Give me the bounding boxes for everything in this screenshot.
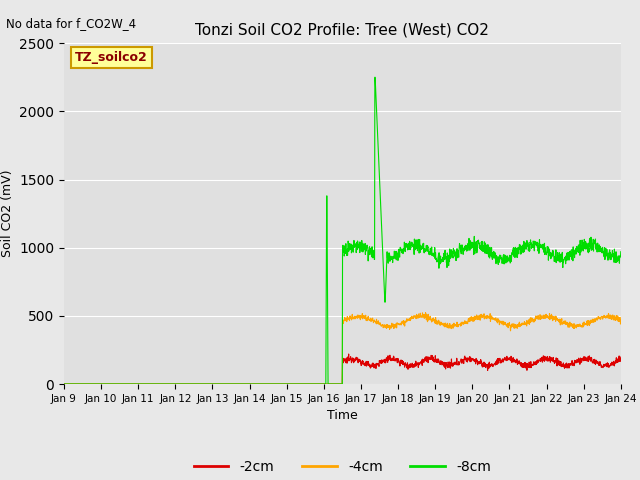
Text: No data for f_CO2W_4: No data for f_CO2W_4: [6, 17, 136, 30]
Legend: -2cm, -4cm, -8cm: -2cm, -4cm, -8cm: [188, 454, 497, 480]
Title: Tonzi Soil CO2 Profile: Tree (West) CO2: Tonzi Soil CO2 Profile: Tree (West) CO2: [195, 23, 490, 38]
X-axis label: Time: Time: [327, 409, 358, 422]
Y-axis label: Soil CO2 (mV): Soil CO2 (mV): [1, 170, 13, 257]
Text: TZ_soilco2: TZ_soilco2: [75, 51, 148, 64]
